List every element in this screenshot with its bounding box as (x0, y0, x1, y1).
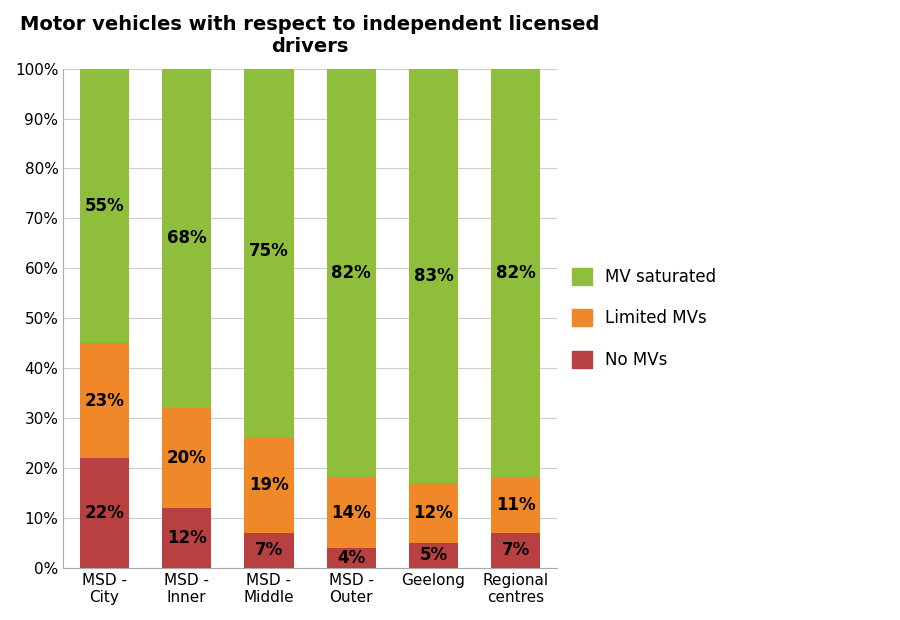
Text: 83%: 83% (414, 267, 454, 285)
Bar (244, 64, 293, 438)
Text: 23%: 23% (85, 392, 124, 410)
Text: 55%: 55% (85, 197, 124, 215)
Bar (80, 458, 130, 568)
Bar (80, 69, 130, 343)
Bar (162, 408, 212, 508)
Text: 5%: 5% (419, 546, 447, 564)
Text: 14%: 14% (331, 504, 371, 522)
Bar (162, 69, 212, 408)
Bar (491, 533, 540, 568)
Text: 4%: 4% (338, 549, 365, 567)
Bar (409, 69, 458, 483)
Text: 75%: 75% (249, 242, 289, 260)
Bar (327, 478, 376, 548)
Title: Motor vehicles with respect to independent licensed
drivers: Motor vehicles with respect to independe… (21, 15, 599, 56)
Text: 11%: 11% (496, 497, 536, 515)
Text: 12%: 12% (414, 504, 454, 522)
Text: 68%: 68% (166, 229, 207, 247)
Bar (491, 69, 540, 478)
Bar (244, 438, 293, 533)
Text: 82%: 82% (331, 264, 371, 282)
Bar (244, 533, 293, 568)
Bar (491, 478, 540, 533)
Bar (409, 542, 458, 568)
Text: 22%: 22% (85, 504, 124, 522)
Bar (80, 343, 130, 458)
Bar (162, 508, 212, 568)
Text: 19%: 19% (249, 476, 289, 494)
Bar (327, 548, 376, 568)
Text: 7%: 7% (501, 541, 530, 559)
Text: 7%: 7% (255, 541, 284, 559)
Bar (327, 69, 376, 478)
Legend: MV saturated, Limited MVs, No MVs: MV saturated, Limited MVs, No MVs (565, 261, 723, 376)
Text: 82%: 82% (496, 264, 536, 282)
Bar (409, 483, 458, 542)
Text: 12%: 12% (166, 529, 207, 547)
Text: 20%: 20% (166, 449, 207, 467)
